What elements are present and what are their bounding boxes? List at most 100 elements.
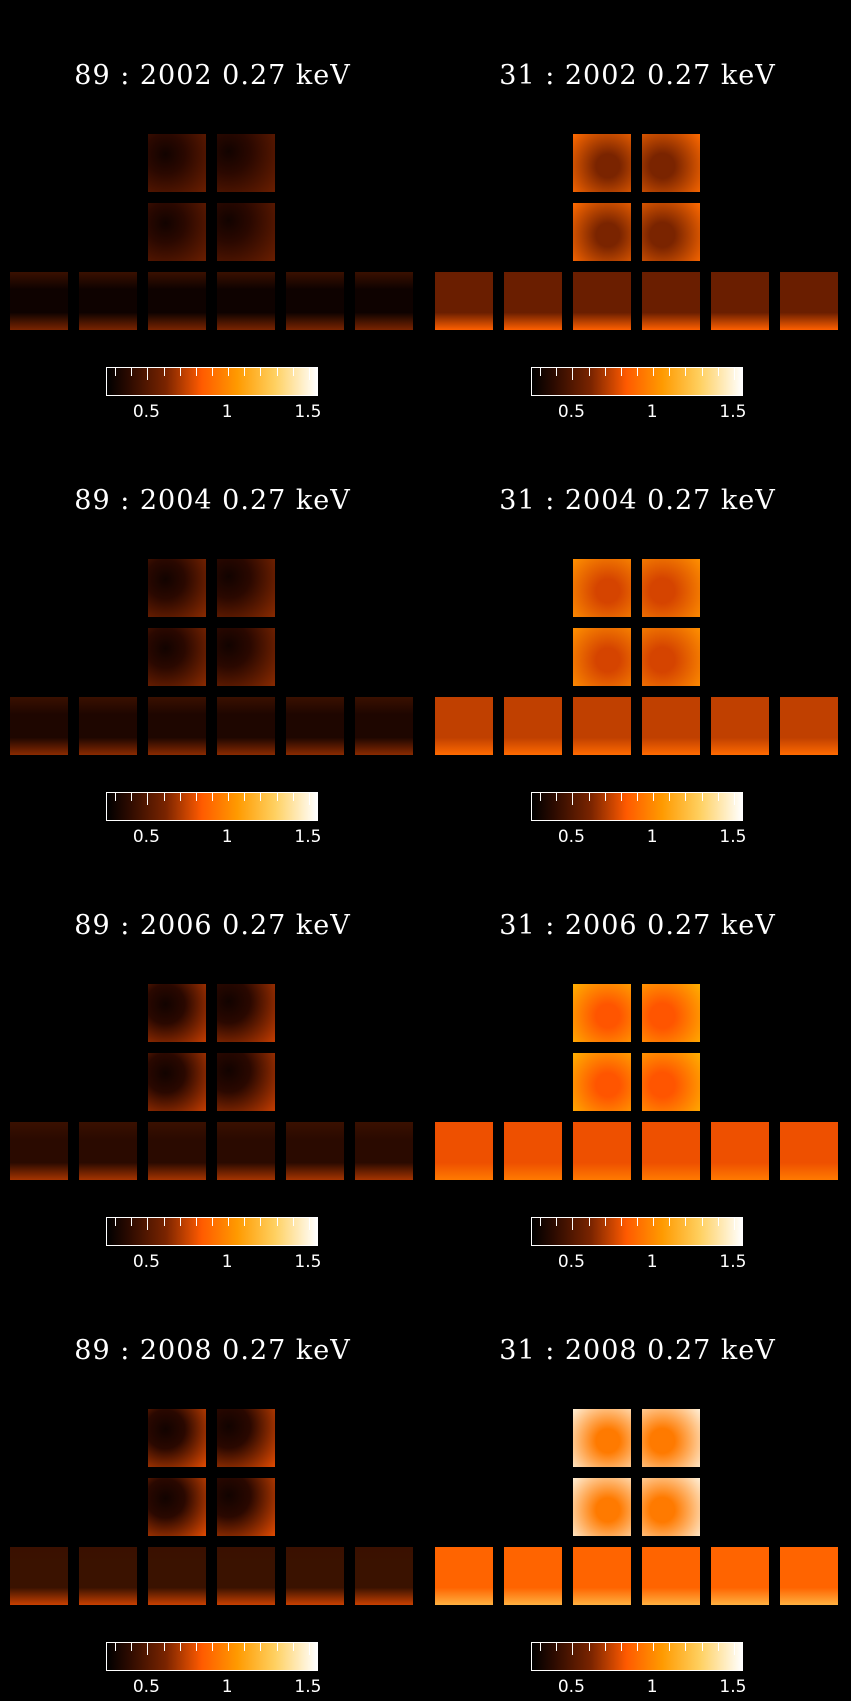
colorbar-tick-label: 0.5 [132,1252,160,1272]
detector-tile [148,1547,206,1605]
detector-tile [355,697,413,755]
detector-tile [79,697,137,755]
colorbar-tick-label: 1.5 [294,827,322,847]
colorbar-tick-label: 1.5 [294,1677,322,1697]
colorbar-tick-label: 0.5 [132,827,160,847]
detector-tile [573,272,631,330]
detector-tile [10,1547,68,1605]
colorbar-tick [685,368,687,376]
tile-array [425,850,850,1190]
colorbar-tick [115,793,117,801]
detector-tile [217,1547,275,1605]
colorbar-tick-label: 1.5 [719,827,747,847]
detector-tile [148,203,206,261]
detector-tile [573,697,631,755]
tile-array [0,1275,425,1615]
colorbar-tick [115,1643,117,1651]
colorbar-tick [637,1643,638,1651]
colorbar-tick [179,793,181,801]
colorbar-labels: 0.5 1 1.5 [531,1677,747,1697]
panel-title: 89 : 2004 0.27 keV [74,485,351,516]
colorbar-tick [653,1218,655,1226]
detector-tile [217,628,275,686]
detector-tile [642,134,700,192]
colorbar-tick [620,793,622,801]
panel-title: 31 : 2002 0.27 keV [499,60,776,91]
colorbar-tick [308,1218,310,1230]
detector-tile [711,697,769,755]
colorbar-labels: 0.5 1 1.5 [106,402,322,422]
detector-tile [217,984,275,1042]
colorbar-tick [572,793,574,805]
colorbar-tick [733,368,735,380]
detector-tile [780,272,838,330]
colorbar-tick [195,1218,197,1226]
colorbar-tick [604,793,606,801]
colorbar-tick-label: 1.5 [719,1677,747,1697]
detector-tile [217,697,275,755]
colorbar-tick-label: 1.5 [294,1252,322,1272]
detector-tile [504,272,562,330]
colorbar-tick [195,793,197,801]
detector-tile [10,1122,68,1180]
panel-title: 89 : 2006 0.27 keV [74,910,351,941]
detector-tile [79,272,137,330]
colorbar-tick [260,793,262,801]
detector-tile [642,559,700,617]
colorbar-tick-label: 1.5 [719,402,747,422]
colorbar-tick-label: 0.5 [557,827,585,847]
colorbar-tick [308,368,310,380]
colorbar-tick [179,1643,181,1651]
detector-tile [435,272,493,330]
detector-tile [286,272,344,330]
colorbar-tick [685,1643,687,1651]
detector-tile [642,628,700,686]
colorbar-tick [653,793,655,801]
detector-tile [573,203,631,261]
colorbar-tick [733,1643,735,1655]
colorbar-tick [292,1643,294,1651]
detector-tile [10,697,68,755]
colorbar-tick [163,1643,165,1651]
colorbar-tick [276,1218,278,1226]
colorbar-tick-label: 1 [221,402,233,422]
colorbar-tick [701,1218,703,1226]
colorbar-tick [131,1643,133,1651]
colorbar-tick [163,1218,165,1226]
colorbar-tick [669,1643,671,1651]
detector-tile [435,1122,493,1180]
colorbar-labels: 0.5 1 1.5 [106,827,322,847]
colorbar-tick [212,793,213,801]
detector-tile [148,697,206,755]
tile-array [425,425,850,765]
detector-tile [711,1547,769,1605]
colorbar-tick [115,1218,117,1226]
panel-p4: 31 : 2004 0.27 keV 0.5 1 1.5 [425,425,850,850]
colorbar-tick [292,1218,294,1226]
colorbar-tick [260,368,262,376]
detector-tile [217,272,275,330]
colorbar-tick [669,793,671,801]
colorbar-tick [244,368,246,376]
detector-tile [217,1122,275,1180]
colorbar-tick-label: 1 [646,1252,658,1272]
colorbar-labels: 0.5 1 1.5 [106,1677,322,1697]
colorbar-tick [147,1643,149,1655]
colorbar-tick [701,1643,703,1651]
colorbar-tick [701,793,703,801]
colorbar-tick-label: 0.5 [557,402,585,422]
detector-tile [217,1053,275,1111]
detector-tile [355,272,413,330]
colorbar-tick [717,1643,719,1651]
colorbar-tick [717,368,719,376]
detector-tile [573,984,631,1042]
colorbar-tick-label: 1 [646,1677,658,1697]
panel-p6: 31 : 2006 0.27 keV 0.5 1 1.5 [425,850,850,1275]
colorbar-tick [228,368,230,376]
panel-title: 31 : 2004 0.27 keV [499,485,776,516]
colorbar-tick [556,1218,558,1226]
detector-tile [148,134,206,192]
colorbar-tick [556,793,558,801]
detector-tile [642,203,700,261]
colorbar-tick [163,368,165,376]
